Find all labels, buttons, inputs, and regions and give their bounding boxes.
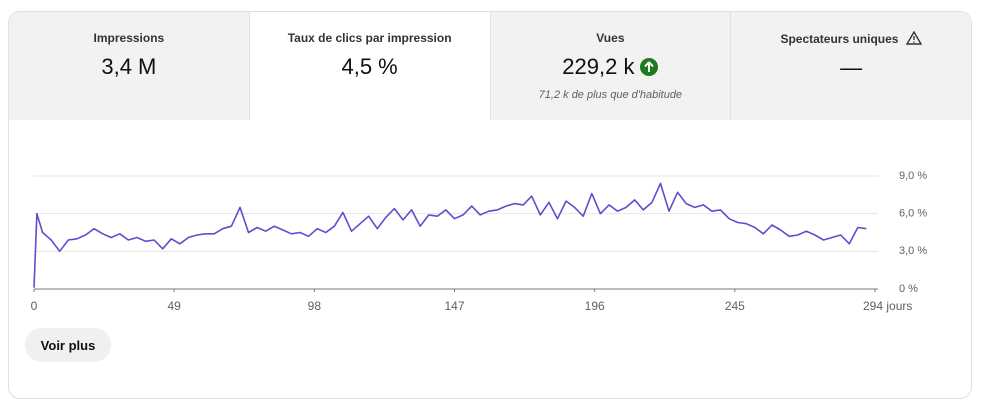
x-tick-label: 294 jours <box>863 299 912 313</box>
metric-value: 4,5 % <box>341 54 398 79</box>
metric-value: 229,2 k <box>562 54 635 79</box>
up-icon <box>640 58 659 76</box>
chart: 0 % 3,0 % 6,0 % 9,0 % 0 49 98 147 196 245 294 jour… <box>31 170 928 313</box>
more-button[interactable]: Voir plus <box>25 328 111 362</box>
x-tick-label: 147 <box>444 299 464 313</box>
x-tick-label: 98 <box>308 299 322 313</box>
metric-note: 71,2 k de plus que d'habitude <box>538 89 683 101</box>
x-tick-label: 49 <box>167 299 181 313</box>
metric-tab[interactable]: Vues 229,2 k 71,2 k de plus que d'habitu… <box>490 12 732 120</box>
y-tick-label: 0 % <box>899 283 918 295</box>
y-tick-label: 6,0 % <box>899 208 927 220</box>
metric-tab[interactable]: Impressions 3,4 M <box>9 12 250 120</box>
warning-icon <box>905 30 923 45</box>
metric-label: Vues <box>596 31 625 45</box>
x-tick-label: 245 <box>725 299 745 313</box>
y-tick-label: 9,0 % <box>899 170 927 182</box>
metric-tab[interactable]: Spectateurs uniques — <box>731 12 971 120</box>
metric-tab[interactable]: Taux de clics par impression 4,5 % <box>249 12 491 120</box>
metric-value: 3,4 M <box>101 54 157 79</box>
y-tick-label: 3,0 % <box>899 245 927 257</box>
metric-tabs: Impressions 3,4 M Taux de clics par impr… <box>9 12 971 120</box>
metric-label: Spectateurs uniques <box>731 30 971 46</box>
x-tick-label: 196 <box>585 299 605 313</box>
x-tick-label: 0 <box>31 299 38 313</box>
analytics-card: Impressions 3,4 M Taux de clics par impr… <box>8 11 972 399</box>
metric-label-text: Spectateurs uniques <box>780 32 899 46</box>
metric-label: Taux de clics par impression <box>287 31 452 45</box>
metric-value: — <box>840 55 863 80</box>
metric-label: Impressions <box>93 31 165 45</box>
data-line <box>33 182 867 288</box>
